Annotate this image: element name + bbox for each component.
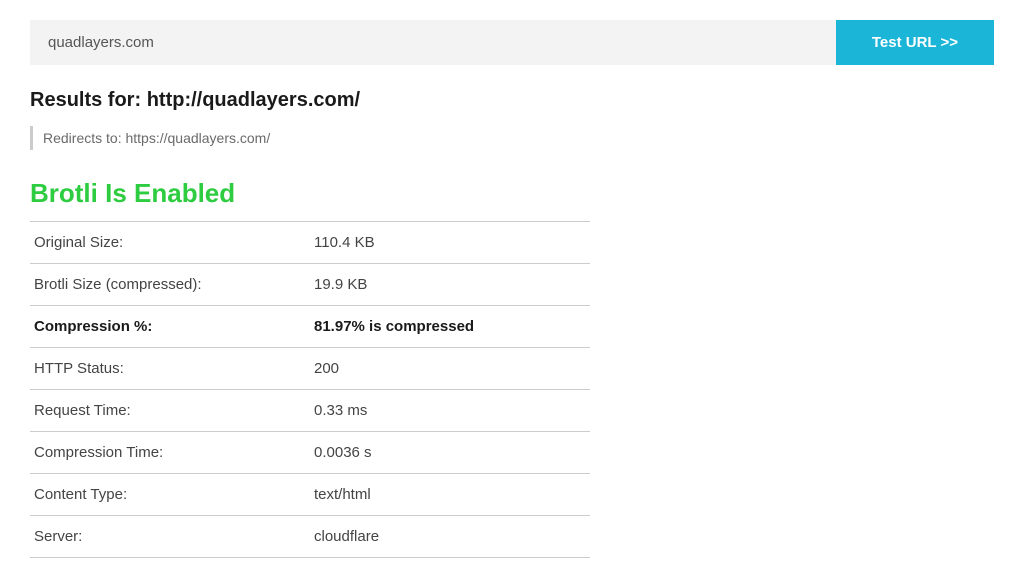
row-label: Content Type:	[30, 474, 310, 516]
url-bar: Test URL >>	[30, 20, 994, 65]
row-label: HTTP Status:	[30, 348, 310, 390]
row-value: 0.33 ms	[310, 390, 590, 432]
row-label: Server:	[30, 516, 310, 558]
row-value: 81.97% is compressed	[310, 306, 590, 348]
table-row: Compression Time:0.0036 s	[30, 432, 590, 474]
row-value: 110.4 KB	[310, 222, 590, 264]
url-input[interactable]	[30, 20, 836, 65]
table-row: Content Type:text/html	[30, 474, 590, 516]
table-body: Original Size:110.4 KBBrotli Size (compr…	[30, 222, 590, 558]
row-label: Request Time:	[30, 390, 310, 432]
tested-url: http://quadlayers.com/	[147, 89, 360, 111]
row-label: Compression %:	[30, 306, 310, 348]
row-value: 0.0036 s	[310, 432, 590, 474]
table-row: Brotli Size (compressed):19.9 KB	[30, 264, 590, 306]
row-label: Compression Time:	[30, 432, 310, 474]
row-value: 200	[310, 348, 590, 390]
results-prefix: Results for:	[30, 89, 147, 111]
row-label: Original Size:	[30, 222, 310, 264]
table-row: Request Time:0.33 ms	[30, 390, 590, 432]
row-label: Brotli Size (compressed):	[30, 264, 310, 306]
table-row: Server:cloudflare	[30, 516, 590, 558]
redirect-url: https://quadlayers.com/	[125, 130, 270, 146]
results-header: Results for: http://quadlayers.com/	[30, 89, 994, 112]
redirect-info: Redirects to: https://quadlayers.com/	[30, 126, 994, 150]
status-heading: Brotli Is Enabled	[30, 178, 994, 209]
table-row: HTTP Status:200	[30, 348, 590, 390]
row-value: 19.9 KB	[310, 264, 590, 306]
test-url-button[interactable]: Test URL >>	[836, 20, 994, 65]
row-value: text/html	[310, 474, 590, 516]
row-value: cloudflare	[310, 516, 590, 558]
table-row: Compression %:81.97% is compressed	[30, 306, 590, 348]
table-row: Original Size:110.4 KB	[30, 222, 590, 264]
redirect-prefix: Redirects to:	[43, 130, 125, 146]
compression-results-table: Original Size:110.4 KBBrotli Size (compr…	[30, 221, 590, 558]
